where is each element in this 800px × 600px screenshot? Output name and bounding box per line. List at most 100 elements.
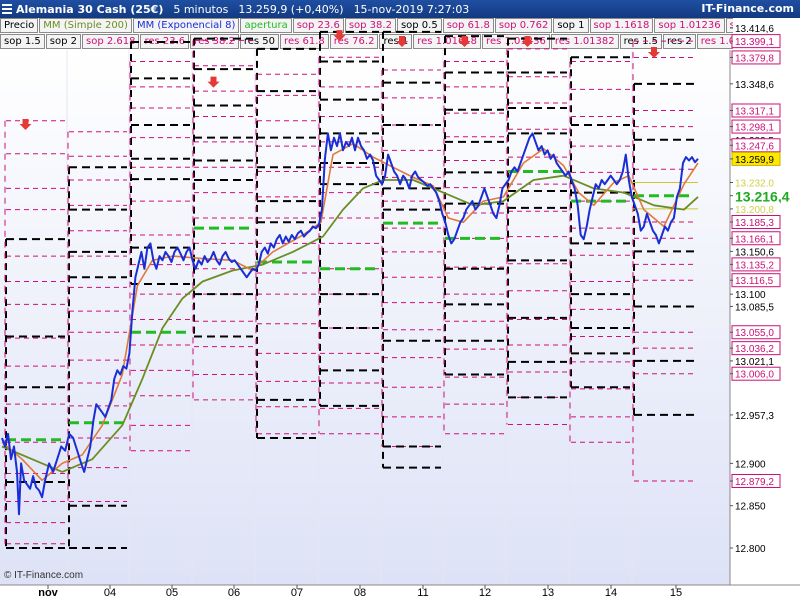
legend-item[interactable]: sop 1.1618 bbox=[589, 18, 654, 33]
y-tick-text: 13.216,4 bbox=[735, 189, 790, 205]
legend-row-1: Precio MM (Simple 200) MM (Exponencial 8) a… bbox=[0, 18, 733, 33]
x-tick-label: 12 bbox=[479, 587, 491, 599]
x-tick-label: 05 bbox=[166, 587, 178, 599]
legend-item[interactable]: sop 1 bbox=[553, 18, 589, 33]
datetime-label: 15-nov-2019 7:27:03 bbox=[353, 2, 470, 16]
y-tick-label: 13.166,1 bbox=[730, 231, 781, 246]
legend-item[interactable]: sop 38.2 bbox=[344, 18, 396, 33]
y-tick-label: 13.185,3 bbox=[730, 215, 781, 230]
legend-item[interactable]: sop 0.5 bbox=[396, 18, 442, 33]
y-tick-text: 12.850 bbox=[735, 502, 766, 513]
y-tick-label: 13.379,8 bbox=[730, 50, 781, 64]
down-arrow-icon bbox=[648, 47, 660, 59]
timeframe-label: 5 minutos bbox=[173, 2, 229, 16]
y-tick-label: 12.850 bbox=[730, 502, 766, 513]
watermark-text: © IT-Finance.com bbox=[4, 570, 83, 581]
x-tick-label: 15 bbox=[670, 587, 682, 599]
y-tick-label: 13.232,0 bbox=[730, 175, 780, 189]
y-tick-text: 12.800 bbox=[735, 544, 766, 555]
down-arrow-icon bbox=[396, 36, 408, 48]
y-tick-label: 13.036,2 bbox=[730, 341, 781, 356]
legend-item[interactable]: res 1.01236 bbox=[482, 34, 550, 49]
legend-item[interactable]: sop 2 bbox=[45, 34, 81, 49]
y-tick-label: 12.800 bbox=[730, 544, 766, 555]
y-tick-label: 13.298,1 bbox=[730, 119, 781, 134]
series-ema8 bbox=[1, 142, 699, 482]
y-tick-text: 13.055,0 bbox=[735, 328, 774, 339]
y-tick-text: 13.116,5 bbox=[735, 276, 774, 287]
legend-item[interactable]: sop 1.5 bbox=[0, 34, 45, 49]
legend-item[interactable]: MM (Exponencial 8) bbox=[132, 18, 240, 33]
legend-item[interactable]: sop 1.01382 bbox=[725, 18, 733, 33]
y-tick-label: 13.399,1 bbox=[730, 34, 781, 49]
x-tick-label: 06 bbox=[228, 587, 240, 599]
title-bar: Alemania 30 Cash (25€) 5 minutos 13.259,… bbox=[0, 0, 800, 18]
y-tick-text: 13.185,3 bbox=[735, 218, 774, 229]
y-tick-text: 13.379,8 bbox=[735, 53, 774, 64]
menu-icon[interactable] bbox=[2, 3, 12, 15]
y-tick-label: 13.216,4 bbox=[730, 186, 800, 205]
down-arrow-icon bbox=[521, 36, 534, 48]
legend-item[interactable]: Precio bbox=[0, 18, 39, 33]
instrument-title: Alemania 30 Cash (25€) bbox=[16, 2, 164, 16]
down-arrow-icon bbox=[19, 118, 32, 130]
x-tick-label: 13 bbox=[542, 587, 554, 599]
legend-item[interactable]: res 1.01382 bbox=[550, 34, 619, 49]
legend-item[interactable]: MM (Simple 200) bbox=[39, 18, 132, 33]
y-tick-label: 13.317,1 bbox=[730, 103, 781, 118]
y-tick-text: 12.879,2 bbox=[735, 477, 774, 488]
y-tick-label: 13.006,0 bbox=[730, 366, 781, 381]
y-tick-text: 13.150,6 bbox=[735, 247, 774, 258]
x-tick-label: nov bbox=[38, 587, 58, 599]
y-tick-text: 13.166,1 bbox=[735, 234, 774, 245]
y-tick-label: 12.900 bbox=[730, 459, 766, 470]
y-tick-text: 13.100 bbox=[735, 290, 766, 301]
price-change-label: 13.259,9 (+0,40%) bbox=[238, 2, 344, 16]
brand-label: IT-Finance.com bbox=[701, 2, 794, 15]
series-sma200 bbox=[1, 174, 699, 473]
y-tick-label: 13.100 bbox=[730, 290, 766, 301]
y-tick-text: 13.414,6 bbox=[735, 24, 774, 35]
down-arrow-icon bbox=[207, 76, 220, 88]
y-tick-label: 13.348,6 bbox=[730, 80, 774, 91]
plot-background bbox=[0, 50, 730, 585]
y-tick-label: 13.085,5 bbox=[730, 302, 774, 313]
y-tick-text: 13.085,5 bbox=[735, 302, 774, 313]
down-arrow-icon bbox=[458, 36, 471, 48]
y-tick-box bbox=[732, 186, 800, 205]
down-arrow-icon bbox=[333, 30, 346, 42]
y-tick-label: 13.247,6 bbox=[730, 138, 781, 153]
y-tick-text: 13.348,6 bbox=[735, 80, 774, 91]
legend-item[interactable]: sop 61.8 bbox=[442, 18, 494, 33]
y-tick-text: 13.021,1 bbox=[735, 357, 774, 368]
y-tick-text: 13.006,0 bbox=[735, 370, 774, 381]
x-tick-label: 04 bbox=[104, 587, 116, 599]
y-tick-text: 13.298,1 bbox=[735, 123, 774, 134]
legend-item[interactable]: apertura bbox=[240, 18, 292, 33]
y-tick-text: 12.957,3 bbox=[735, 411, 774, 422]
y-tick-text: 13.259,9 bbox=[735, 155, 774, 166]
legend-item[interactable]: sop 1.01236 bbox=[654, 18, 725, 33]
y-tick-label: 12.879,2 bbox=[730, 473, 781, 488]
y-tick-label: 13.259,9 bbox=[730, 151, 781, 166]
y-tick-text: 12.900 bbox=[735, 459, 766, 470]
y-tick-text: 13.036,2 bbox=[735, 344, 774, 355]
x-tick-label: 07 bbox=[291, 587, 303, 599]
series-price bbox=[1, 132, 699, 516]
y-tick-label: 13.116,5 bbox=[730, 273, 781, 288]
y-tick-label: 13.021,1 bbox=[730, 357, 774, 368]
y-tick-label: 12.957,3 bbox=[730, 411, 774, 422]
legend-item[interactable]: res 1.02618 bbox=[696, 34, 733, 49]
y-tick-box bbox=[732, 202, 780, 216]
y-tick-text: 13.232,0 bbox=[735, 178, 774, 189]
legend-item[interactable]: sop 23.6 bbox=[292, 18, 344, 33]
legend-item[interactable]: res 61.8 bbox=[280, 34, 329, 49]
y-tick-text: 13.399,1 bbox=[735, 37, 774, 48]
legend-item[interactable]: sop 0.762 bbox=[494, 18, 553, 33]
y-tick-text: 13.317,1 bbox=[735, 106, 774, 117]
x-tick-label: 14 bbox=[605, 587, 617, 599]
x-tick-label: 11 bbox=[417, 587, 428, 599]
y-tick-text: 13.135,2 bbox=[735, 260, 774, 271]
